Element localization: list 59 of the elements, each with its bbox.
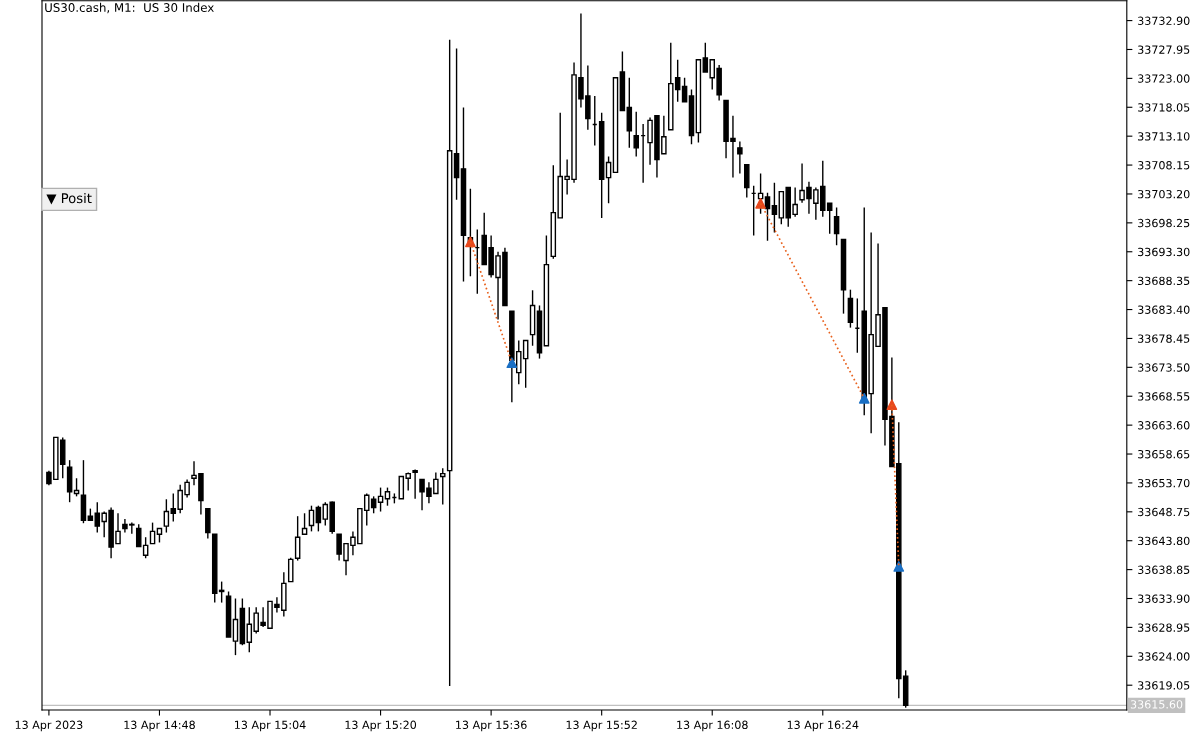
point	[465, 236, 476, 248]
y-tick-label: 33668.55	[1138, 392, 1190, 401]
y-tick-label: 33708.15	[1138, 161, 1190, 170]
y-tick-label: 33658.65	[1138, 450, 1190, 459]
point	[886, 399, 898, 411]
candlestick	[73, 477, 80, 498]
candlestick	[453, 47, 460, 201]
y-tick-label: 33727.95	[1138, 45, 1190, 54]
x-tick-label: 13 Apr 15:52	[566, 720, 637, 732]
candlestick	[771, 182, 778, 234]
candlestick	[633, 110, 639, 158]
y-tick-label: 33688.35	[1138, 276, 1190, 286]
x-tick-label: 13 Apr 14:48	[124, 720, 195, 732]
point	[506, 357, 518, 369]
y-tick-label: 33683.40	[1138, 305, 1190, 314]
y-tick-label: 33713.10	[1138, 132, 1190, 141]
annotation: ▼ Posit	[46, 192, 92, 205]
y-tick-label: 33698.25	[1138, 218, 1190, 228]
y-tick-label: 33703.20	[1138, 189, 1190, 199]
y-tick-label: 33678.45	[1138, 334, 1190, 343]
y-tick-label: 33633.90	[1138, 594, 1190, 603]
candlestick	[377, 486, 384, 513]
x-tick-label: 13 Apr 15:20	[345, 720, 417, 732]
candlestick	[294, 515, 301, 562]
x-tick-label: 13 Apr 15:04	[235, 720, 306, 732]
y-tick-label: 33718.05	[1138, 103, 1190, 112]
y-tick-label: 33723.00	[1138, 74, 1190, 83]
y-tick-label: 33653.70	[1138, 478, 1190, 488]
candlestick	[439, 467, 446, 506]
y-tick-label: 33673.50	[1138, 363, 1190, 372]
candlestick	[764, 192, 771, 242]
candlestick	[205, 507, 211, 540]
y-tick-label: 33693.30	[1138, 247, 1190, 257]
y-tick-label: 33663.60	[1138, 421, 1190, 430]
y-tick-label: 33624.00	[1138, 652, 1190, 661]
point	[893, 561, 905, 572]
candlestick	[833, 206, 840, 247]
candlestick	[163, 498, 170, 534]
x-tick-label: 13 Apr 15:36	[456, 720, 527, 732]
candlestick	[232, 597, 239, 656]
candlestick	[287, 556, 294, 583]
chart-title: US30.cash, M1: US 30 Index	[45, 2, 214, 14]
ref-line-label: 33615.60	[1130, 700, 1183, 709]
y-tick-label: 33638.85	[1138, 565, 1190, 574]
x-tick-label: 13 Apr 16:24	[787, 720, 859, 732]
candlestick	[412, 468, 418, 500]
candlestick	[744, 164, 750, 199]
y-tick-label: 33732.90	[1138, 16, 1190, 25]
point	[858, 392, 870, 404]
candlestick	[847, 289, 854, 329]
candlestick	[737, 140, 743, 175]
x-tick-label: 13 Apr 2023	[15, 720, 83, 732]
y-tick-label: 33628.95	[1138, 623, 1190, 632]
y-tick-label: 33648.75	[1138, 507, 1190, 517]
y-tick-label: 33619.05	[1138, 681, 1190, 690]
y-tick-label: 33643.80	[1138, 536, 1190, 546]
candlestick	[301, 512, 308, 535]
x-tick-label: 13 Apr 16:08	[677, 720, 748, 732]
candlestick	[626, 77, 633, 149]
